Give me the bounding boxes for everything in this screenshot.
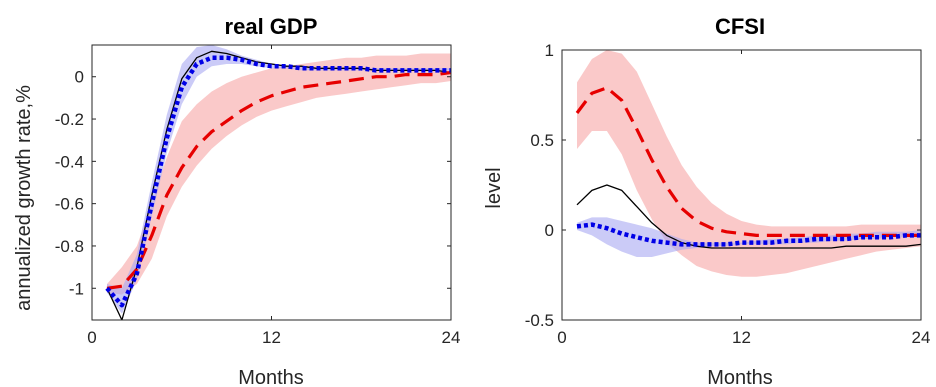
- gdp-plot-area: 0 12 24 -1 -0.8 -0.6 -0.4 -0.2 0: [55, 44, 461, 347]
- gdp-x-tick-label: 24: [442, 328, 461, 347]
- cfsi-confidence-band-0: [577, 50, 921, 277]
- gdp-y-tick-label: -0.4: [55, 152, 84, 171]
- gdp-y-tick-label: -0.6: [55, 195, 84, 214]
- cfsi-y-axis-label: level: [483, 167, 505, 208]
- cfsi-series-line-solid: [576, 184, 921, 249]
- gdp-x-tick-label: 12: [262, 328, 281, 347]
- cfsi-confidence-band-1: [577, 217, 921, 257]
- gdp-x-axis-label: Months: [238, 367, 304, 387]
- cfsi-plot-content: [575, 50, 921, 277]
- gdp-chart-title: real GDP: [225, 14, 318, 39]
- gdp-y-axis-label: annualized growth rate,%: [13, 85, 35, 311]
- cfsi-x-axis-label: Months: [707, 367, 773, 387]
- gdp-plot-content: [105, 45, 451, 320]
- gdp-series-line-dotted: [105, 55, 451, 308]
- cfsi-y-tick-label: 0.5: [530, 131, 554, 150]
- cfsi-series-line-dotted: [576, 222, 921, 247]
- cfsi-x-tick-label: 24: [912, 328, 931, 347]
- gdp-x-tick-label: 0: [87, 328, 96, 347]
- cfsi-panel: CFSI 0 12 24-0.500.51 Months level: [483, 14, 930, 387]
- gdp-y-tick-label: 0: [75, 68, 84, 87]
- cfsi-plot-area: 0 12 24-0.500.51: [525, 41, 931, 347]
- gdp-panel: real GDP 0 12 24 -1 -0.8 -0.6 -0.4 -0.2 0 Months…: [13, 14, 460, 387]
- gdp-y-tick-label: -0.8: [55, 237, 84, 256]
- cfsi-y-tick-label: 1: [545, 41, 554, 60]
- cfsi-y-tick-label: 0: [545, 221, 554, 240]
- gdp-confidence-band-0: [107, 53, 451, 295]
- cfsi-y-tick-label: -0.5: [525, 311, 554, 330]
- cfsi-x-tick-label: 12: [732, 328, 751, 347]
- cfsi-x-tick-label: 0: [557, 328, 566, 347]
- gdp-y-tick-label: -1: [69, 279, 84, 298]
- cfsi-chart-title: CFSI: [715, 14, 765, 39]
- gdp-y-tick-label: -0.2: [55, 110, 84, 129]
